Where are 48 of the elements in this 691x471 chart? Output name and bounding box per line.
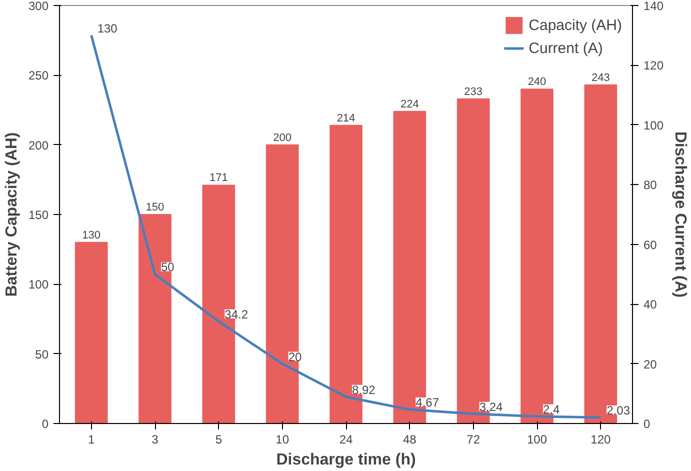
x-tick-label: 1 [88,432,95,446]
x-tick-label: 72 [466,432,480,446]
x-axis-title: Discharge time (h) [276,452,416,468]
data-label: 4.67 [416,396,440,410]
data-label: 20 [288,350,302,364]
y-tick-label: 250 [28,68,49,83]
x-tick-label: 48 [402,432,417,446]
data-label: 130 [82,229,101,242]
data-label: 243 [591,72,610,84]
data-label: 50 [161,260,175,274]
y2-tick-label: 60 [644,238,658,252]
y-tick-label: 200 [28,138,49,152]
y-tick-label: 300 [28,0,49,13]
x-tick-label: 100 [526,432,548,446]
x-tick-label: 24 [339,432,353,446]
data-label: 2.03 [606,403,630,418]
data-label: 224 [400,98,419,110]
y-axis-title: Battery Capacity (AH) [3,132,20,297]
data-label: 2.4 [543,402,560,416]
data-label: 240 [528,76,546,88]
y2-tick-label: 100 [644,118,664,132]
data-label: 3.24 [479,400,504,414]
x-tick-label: 3 [152,432,159,446]
y2-tick-label: 140 [644,0,664,13]
data-label: 8.92 [352,382,376,397]
data-label: 130 [97,21,118,36]
legend-label: Capacity (AH) [528,16,622,34]
y2-axis-title: Discharge Current (A) [672,131,689,298]
x-tick-label: 10 [276,432,290,446]
data-label: 200 [273,132,292,144]
legend-label: Current (A) [528,40,603,56]
data-label: 214 [336,112,356,124]
y2-tick-label: 20 [644,357,658,372]
y2-tick-label: 40 [644,298,658,312]
data-label: 150 [146,202,164,214]
x-tick-label: 5 [215,432,222,446]
data-label: 171 [209,172,228,184]
y-tick-label: 100 [28,278,49,292]
y-tick-label: 50 [35,347,49,362]
y-tick-label: 0 [42,417,49,431]
y2-tick-label: 120 [644,58,664,73]
y2-tick-label: 80 [644,178,658,192]
data-label: 34.2 [224,307,248,322]
y-tick-label: 150 [28,208,49,222]
y2-tick-label: 0 [644,417,650,431]
bar [74,242,108,424]
data-label: 233 [464,86,483,98]
x-tick-label: 120 [590,432,612,446]
